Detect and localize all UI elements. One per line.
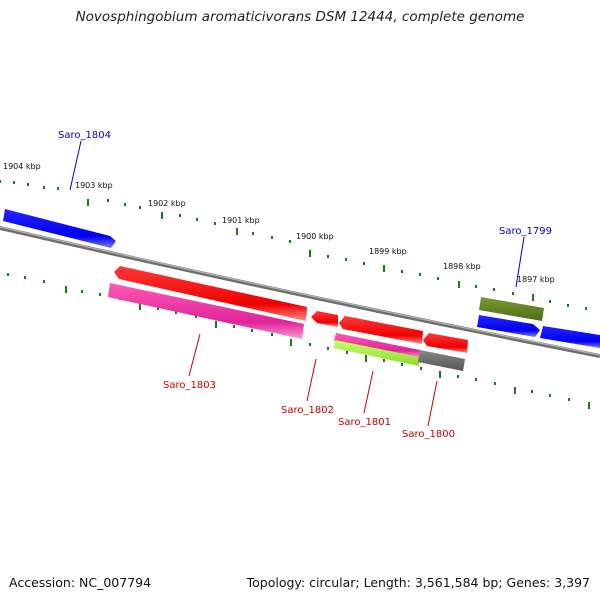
gene-feature-saro-1802[interactable] <box>311 311 338 327</box>
gene-feature-saro-1803-cds[interactable] <box>114 266 307 321</box>
genome-backbone <box>0 226 600 358</box>
leader-line-saro-1800 <box>427 380 438 427</box>
scale-label-1904: 1904 kbp <box>3 162 41 171</box>
scale-label-1902: 1902 kbp <box>148 199 186 208</box>
scale-label-1901: 1901 kbp <box>222 216 260 225</box>
gene-label-saro-1804[interactable]: Saro_1804 <box>58 130 111 141</box>
leader-line-saro-1801 <box>363 370 374 414</box>
accession-label: Accession: NC_007794 <box>9 575 152 590</box>
gene-label-saro-1800[interactable]: Saro_1800 <box>402 429 455 440</box>
genome-backbone-highlight <box>0 226 600 356</box>
scale-label-1897: 1897 kbp <box>517 275 555 284</box>
scale-label-1899: 1899 kbp <box>369 247 407 256</box>
gene-feature-saro-1801-green[interactable] <box>334 340 420 366</box>
gene-feature-saro-1800-grey[interactable] <box>418 350 465 371</box>
gene-label-saro-1803[interactable]: Saro_1803 <box>163 380 216 391</box>
gene-feature-blue-edge[interactable] <box>540 326 600 348</box>
gene-label-saro-1801[interactable]: Saro_1801 <box>338 417 391 428</box>
leader-line-saro-1804 <box>69 140 82 191</box>
leader-line-saro-1799 <box>515 236 525 288</box>
gene-label-saro-1802[interactable]: Saro_1802 <box>281 405 334 416</box>
gene-feature-saro-1800-cds[interactable] <box>423 333 468 353</box>
gene-feature-saro-1801-cds[interactable] <box>339 316 423 344</box>
leader-line-saro-1803 <box>188 333 201 377</box>
gene-feature-saro-1803-magenta[interactable] <box>108 283 304 339</box>
gene-label-saro-1799[interactable]: Saro_1799 <box>499 226 552 237</box>
gene-feature-olive-block[interactable] <box>479 297 544 321</box>
gene-feature-saro-1799[interactable] <box>477 315 540 337</box>
scale-label-1900: 1900 kbp <box>296 232 334 241</box>
scale-label-1898: 1898 kbp <box>443 262 481 271</box>
genome-stats-label: Topology: circular; Length: 3,561,584 bp… <box>246 575 590 590</box>
leader-line-saro-1802 <box>306 358 317 402</box>
scale-label-1903: 1903 kbp <box>75 181 113 190</box>
gene-feature-saro-1804[interactable] <box>3 209 116 248</box>
gene-feature-saro-1801-magenta[interactable] <box>334 333 420 358</box>
outer-scale-ticks <box>0 180 587 310</box>
genome-title: Novosphingobium aromaticivorans DSM 1244… <box>75 9 525 25</box>
